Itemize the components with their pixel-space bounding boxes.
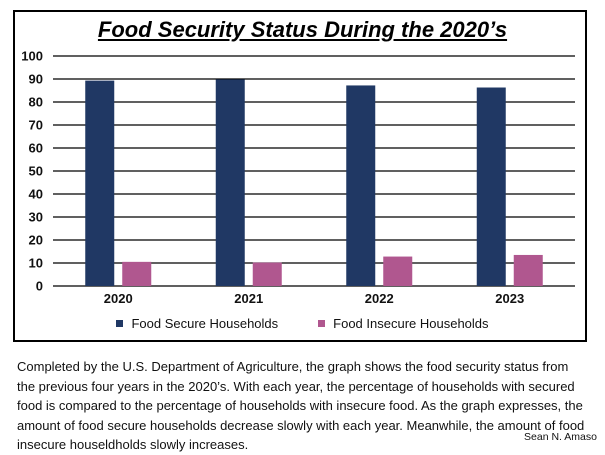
bar-insecure-2023	[513, 254, 543, 286]
y-tick-label: 70	[29, 118, 43, 133]
y-tick-label: 90	[29, 72, 43, 87]
legend-item-insecure: Food Insecure Households	[318, 316, 489, 331]
chart-frame	[13, 10, 587, 342]
bar-insecure-2020	[122, 261, 152, 286]
bar-insecure-2021	[252, 262, 282, 286]
x-tick-label: 2022	[365, 291, 394, 306]
caption-text: Completed by the U.S. Department of Agri…	[17, 359, 585, 452]
chart-title: Food Security Status During the 2020’s	[97, 17, 508, 42]
y-tick-label: 80	[29, 95, 43, 110]
y-tick-label: 60	[29, 141, 43, 156]
legend-swatch-secure	[116, 320, 124, 327]
legend: Food Secure Households Food Insecure Hou…	[0, 316, 605, 331]
legend-label-insecure: Food Insecure Households	[333, 316, 489, 331]
author-name: Sean N. Amaso	[524, 431, 597, 443]
bar-secure-2021	[215, 79, 245, 287]
y-tick-label: 30	[29, 210, 43, 225]
bar-secure-2023	[476, 87, 506, 286]
x-tick-label: 2020	[104, 291, 133, 306]
y-tick-label: 50	[29, 164, 43, 179]
x-tick-label: 2023	[495, 291, 524, 306]
legend-label-secure: Food Secure Households	[131, 316, 279, 331]
y-tick-label: 100	[21, 49, 43, 64]
x-tick-label: 2021	[234, 291, 263, 306]
bar-secure-2022	[346, 85, 376, 286]
y-tick-label: 10	[29, 256, 43, 271]
bar-secure-2020	[85, 80, 115, 286]
y-tick-label: 40	[29, 187, 43, 202]
legend-swatch-insecure	[318, 320, 326, 327]
y-tick-label: 20	[29, 233, 43, 248]
y-tick-label: 0	[36, 279, 43, 294]
bar-insecure-2022	[383, 256, 413, 286]
legend-item-secure: Food Secure Households	[116, 316, 278, 331]
